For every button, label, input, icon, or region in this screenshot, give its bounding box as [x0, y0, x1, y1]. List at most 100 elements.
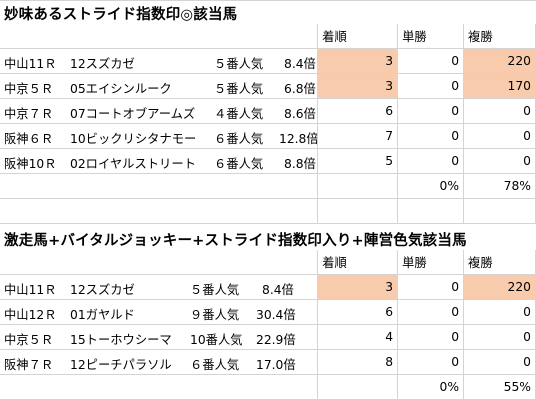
fukusho-rate[interactable]: 78%: [463, 173, 536, 199]
horse-name: 15トーホウシーマ: [70, 333, 172, 347]
table-row: 阪神７Ｒ 12ピーチパラソル ６番人気 17.0倍 8 0 0: [0, 349, 536, 375]
popularity: 10番人気: [190, 333, 243, 347]
header-tansho[interactable]: 単勝: [397, 24, 465, 49]
odds: 12.8倍: [279, 132, 318, 146]
header-chakujun[interactable]: 着順: [317, 250, 399, 275]
fukusho-cell[interactable]: 0: [463, 98, 536, 124]
popularity: ９番人気: [190, 308, 240, 322]
tansho-cell[interactable]: 0: [397, 148, 465, 174]
popularity: ５番人気: [214, 57, 264, 71]
empty-cell[interactable]: [0, 173, 319, 199]
popularity: ５番人気: [190, 283, 240, 297]
fukusho-cell[interactable]: 0: [463, 324, 536, 350]
tansho-cell[interactable]: 0: [397, 48, 465, 74]
race-cell[interactable]: 阪神６Ｒ 10ビックリシタナモー ６番人気 12.8倍: [0, 123, 319, 149]
race-name: 阪神10Ｒ: [4, 157, 57, 171]
odds: 8.4倍: [262, 283, 294, 297]
race-cell[interactable]: 阪神７Ｒ 12ピーチパラソル ６番人気 17.0倍: [0, 349, 319, 375]
fukusho-cell[interactable]: 0: [463, 299, 536, 325]
tansho-cell[interactable]: 0: [397, 299, 465, 325]
race-name: 中京５Ｒ: [4, 82, 54, 96]
section-1-table: 着順 単勝 複勝 中山11Ｒ 12スズカゼ ５番人気 8.4倍 3 0 220: [0, 24, 536, 224]
table-row: 中京５Ｒ 15トーホウシーマ 10番人気 22.9倍 4 0 0: [0, 324, 536, 350]
empty-cell[interactable]: [0, 198, 319, 224]
empty-cell[interactable]: [317, 173, 399, 199]
horse-name: 12スズカゼ: [70, 283, 135, 297]
tansho-cell[interactable]: 0: [397, 324, 465, 350]
tansho-cell[interactable]: 0: [397, 349, 465, 375]
empty-cell[interactable]: [317, 198, 399, 224]
race-cell[interactable]: 中京５Ｒ 05エイシンルーク ５番人気 6.8倍: [0, 73, 319, 99]
section-2-title: 激走馬+バイタルジョッキー+ストライド指数印入り+陣営色気該当馬: [4, 233, 467, 249]
header-tansho[interactable]: 単勝: [397, 250, 465, 275]
fukusho-cell[interactable]: 220: [463, 48, 536, 74]
fukusho-cell[interactable]: 220: [463, 274, 536, 300]
odds: 17.0倍: [256, 358, 296, 372]
empty-cell[interactable]: [0, 24, 319, 49]
empty-cell[interactable]: [0, 250, 319, 275]
popularity: ６番人気: [214, 157, 264, 171]
fukusho-rate[interactable]: 55%: [463, 374, 536, 400]
odds: 30.4倍: [256, 308, 296, 322]
chakujun-cell[interactable]: 6: [317, 299, 399, 325]
fukusho-cell[interactable]: 0: [463, 148, 536, 174]
race-name: 中山12Ｒ: [4, 308, 57, 322]
tansho-cell[interactable]: 0: [397, 98, 465, 124]
chakujun-cell[interactable]: 3: [317, 73, 399, 99]
table-row: 中京７Ｒ 07コートオブアームズ ４番人気 8.6倍 6 0 0: [0, 98, 536, 124]
race-cell[interactable]: 中京５Ｒ 15トーホウシーマ 10番人気 22.9倍: [0, 324, 319, 350]
horse-name: 01ガヤルド: [70, 308, 135, 322]
empty-cell[interactable]: [317, 374, 399, 400]
fukusho-cell[interactable]: 170: [463, 73, 536, 99]
chakujun-cell[interactable]: 6: [317, 98, 399, 124]
race-name: 中京７Ｒ: [4, 107, 54, 121]
chakujun-cell[interactable]: 3: [317, 274, 399, 300]
race-name: 中山11Ｒ: [4, 57, 57, 71]
empty-cell[interactable]: [397, 198, 465, 224]
race-name: 阪神７Ｒ: [4, 358, 54, 372]
header-fukusho[interactable]: 複勝: [463, 250, 536, 275]
table-row: 中山11Ｒ 12スズカゼ ５番人気 8.4倍 3 0 220: [0, 274, 536, 300]
summary-row: 0% 55%: [0, 374, 536, 400]
horse-name: 02ロイヤルストリート: [70, 157, 196, 171]
table-row: 阪神６Ｒ 10ビックリシタナモー ６番人気 12.8倍 7 0 0: [0, 123, 536, 149]
chakujun-cell[interactable]: 7: [317, 123, 399, 149]
empty-cell[interactable]: [463, 198, 536, 224]
race-cell[interactable]: 中山11Ｒ 12スズカゼ ５番人気 8.4倍: [0, 48, 319, 74]
chakujun-cell[interactable]: 5: [317, 148, 399, 174]
blank-row: [0, 198, 536, 224]
header-fukusho[interactable]: 複勝: [463, 24, 536, 49]
chakujun-cell[interactable]: 8: [317, 349, 399, 375]
empty-cell[interactable]: [0, 374, 319, 400]
odds: 8.8倍: [284, 157, 316, 171]
fukusho-cell[interactable]: 0: [463, 349, 536, 375]
race-cell[interactable]: 中山11Ｒ 12スズカゼ ５番人気 8.4倍: [0, 274, 319, 300]
tansho-rate[interactable]: 0%: [397, 173, 465, 199]
popularity: ６番人気: [214, 132, 264, 146]
race-name: 中京５Ｒ: [4, 333, 54, 347]
header-chakujun[interactable]: 着順: [317, 24, 399, 49]
popularity: ５番人気: [214, 82, 264, 96]
tansho-cell[interactable]: 0: [397, 123, 465, 149]
tansho-rate[interactable]: 0%: [397, 374, 465, 400]
chakujun-cell[interactable]: 4: [317, 324, 399, 350]
race-cell[interactable]: 中山12Ｒ 01ガヤルド ９番人気 30.4倍: [0, 299, 319, 325]
table-header-row: 着順 単勝 複勝: [0, 250, 536, 275]
chakujun-cell[interactable]: 3: [317, 48, 399, 74]
tansho-cell[interactable]: 0: [397, 274, 465, 300]
odds: 8.6倍: [284, 107, 316, 121]
popularity: ４番人気: [214, 107, 264, 121]
section-2-table: 着順 単勝 複勝 中山11Ｒ 12スズカゼ ５番人気 8.4倍 3 0 220: [0, 250, 536, 400]
horse-name: 07コートオブアームズ: [70, 107, 196, 121]
table-row: 中山12Ｒ 01ガヤルド ９番人気 30.4倍 6 0 0: [0, 299, 536, 325]
section-1-title: 妙味あるストライド指数印◎該当馬: [4, 7, 238, 23]
table-row: 中山11Ｒ 12スズカゼ ５番人気 8.4倍 3 0 220: [0, 48, 536, 74]
tansho-cell[interactable]: 0: [397, 73, 465, 99]
race-cell[interactable]: 中京７Ｒ 07コートオブアームズ ４番人気 8.6倍: [0, 98, 319, 124]
odds: 8.4倍: [284, 57, 316, 71]
race-name: 阪神６Ｒ: [4, 132, 54, 146]
odds: 6.8倍: [284, 82, 316, 96]
fukusho-cell[interactable]: 0: [463, 123, 536, 149]
race-cell[interactable]: 阪神10Ｒ 02ロイヤルストリート ６番人気 8.8倍: [0, 148, 319, 174]
